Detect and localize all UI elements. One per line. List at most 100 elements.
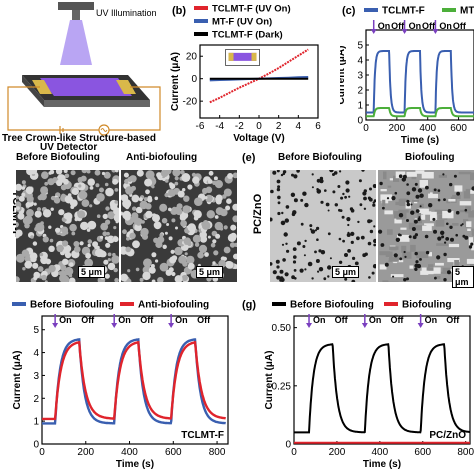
sem-particle [398,213,404,218]
biofilm-patch [436,243,449,246]
sem-grain [125,246,131,253]
sem-particle [280,173,284,177]
sem-grain [145,210,153,219]
sem-particle [373,225,376,228]
sem-particle [324,189,327,192]
biofilm-patch [418,214,426,220]
sem-particle [314,250,317,254]
sem-grain [95,183,100,188]
sem-particle [378,229,383,234]
sem-particle [344,195,347,199]
sem-particle [403,278,407,282]
sem-grain [192,176,200,184]
sem-grain [192,234,201,243]
sem-particle [403,250,406,254]
sem-particle [316,226,320,230]
sem-particle [395,237,401,242]
biofilm-patch [384,210,393,215]
biofilm-patch [380,189,387,192]
biofilm-patch [416,251,429,258]
sem-grain [126,278,132,282]
sem-grain [198,244,208,253]
biofilm-patch [425,270,434,275]
sem-particle [284,272,289,277]
sem-particle [359,203,363,207]
sem-particle [360,235,365,240]
sem-particle [279,269,284,274]
sem-grain [153,221,162,230]
sem-particle [397,233,401,237]
biofilm-patch [398,209,409,213]
sem-grain [87,239,93,244]
biofilm-patch [395,201,400,206]
biofilm-patch [387,185,392,188]
sem-particle [363,207,367,210]
plot-frame [293,315,471,445]
biofilm-patch [421,172,434,179]
x-tick-label: -6 [196,121,205,132]
sem-particle [347,231,350,234]
sem-particle [414,267,418,271]
biofilm-patch [402,251,412,259]
sem-grain [165,269,172,276]
sem-particle [302,245,306,248]
sem-particle [296,170,300,173]
sem-particle [434,276,437,280]
sem-grain [232,203,237,211]
sem-grain [112,236,119,243]
off-label: Off [81,315,95,325]
sem-particle [338,237,342,241]
sem-particle [363,196,367,201]
sem-grain [145,189,150,195]
biofilm-patch [454,260,459,268]
sem-grain [174,176,179,181]
x-tick-label: -4 [215,121,224,132]
sem-grain [42,236,49,243]
sem-grain [138,197,143,202]
sem-grain [220,208,228,217]
sem-particle [334,203,338,207]
sem-particle [384,262,389,267]
sem-grain [126,236,130,241]
x-tick-label: 6 [315,121,321,132]
sem-particle [346,217,351,222]
corner-label: PC/ZnO [429,430,466,441]
biofilm-patch [423,211,432,215]
sem-grain [78,190,88,200]
sem-grain [114,188,119,192]
y-tick-label: -20 [183,97,198,108]
sem-particle [432,217,436,221]
sem-grain [16,206,20,210]
x-axis-label: Time (s) [363,459,401,470]
sem-grain [113,213,119,223]
sem-grain [32,262,39,269]
photoresponse-chart-g: (g) Before Biofouling Biofouling 0 200 400 600… [242,299,474,470]
sem-grain [201,221,211,230]
arrow-head-icon [361,323,368,328]
sem-particle [320,200,324,204]
sem-grain [144,178,153,187]
sem-background [270,170,376,282]
sem-grain [102,231,108,237]
sem-particle [340,196,344,200]
sem-grain [107,258,112,262]
sem-particle [304,202,309,208]
biofilm-patch [448,243,460,248]
sem-particle [391,196,396,201]
sem-grain [87,220,97,230]
sem-particle [386,197,390,200]
sem-particle [460,224,463,227]
sem-particle [351,210,354,213]
sem-particle [354,261,359,266]
series-line-anti-biofouling [42,340,226,421]
sem-grain [26,209,34,217]
biofilm-patch [446,200,451,204]
sem-grain [213,176,218,181]
x-tick-label: 0 [256,121,262,132]
biofilm-patch [425,252,432,257]
sem-grain [134,223,142,232]
sem-particle [282,170,287,174]
sem-grain [225,261,234,269]
sem-grain [64,195,73,204]
uv-beam [60,20,92,65]
